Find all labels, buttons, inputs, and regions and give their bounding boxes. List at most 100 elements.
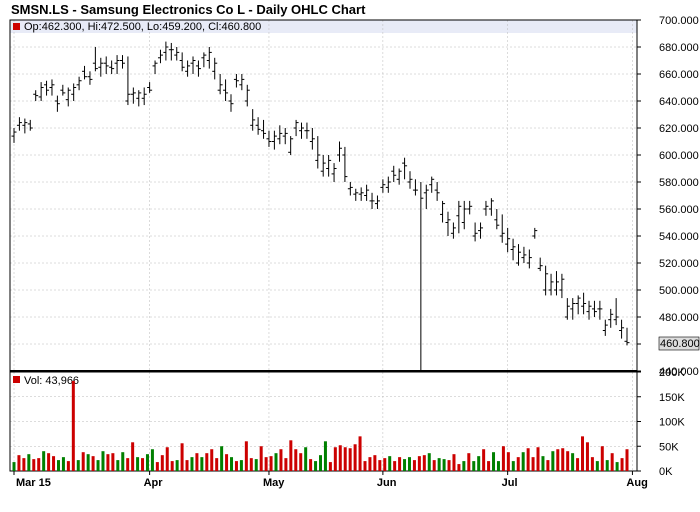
- price-y-tick-label: 580.000: [659, 177, 699, 189]
- volume-bar: [37, 458, 41, 471]
- volume-bar: [625, 449, 629, 471]
- ohlc-bar: [223, 79, 229, 101]
- ohlc-bar: [510, 238, 516, 261]
- ohlc-bar: [472, 222, 478, 242]
- ohlc-bar: [353, 188, 359, 201]
- volume-bar: [106, 454, 110, 471]
- volume-bar: [492, 452, 496, 471]
- volume-bar: [52, 456, 56, 471]
- volume-bar: [452, 454, 456, 471]
- volume-bar: [585, 442, 589, 471]
- legend-swatch: [13, 23, 20, 30]
- ohlc-bar: [304, 122, 310, 139]
- volume-bar: [393, 461, 397, 471]
- ohlc-bar: [239, 74, 245, 91]
- ohlc-bar: [309, 128, 315, 150]
- ohlc-bar: [494, 209, 500, 230]
- volume-bar: [17, 455, 21, 471]
- x-tick-label: Jun: [377, 477, 397, 489]
- ohlc-bar: [597, 300, 603, 320]
- price-bars: [11, 41, 630, 372]
- x-tick-label: Mar 15: [16, 477, 51, 489]
- ohlc-bar: [16, 117, 22, 131]
- volume-bar: [269, 456, 273, 471]
- ohlc-bar: [22, 118, 28, 134]
- ohlc-bar: [559, 273, 565, 299]
- ohlc-bar: [526, 249, 532, 269]
- ohlc-bar: [212, 57, 218, 80]
- ohlc-bar: [402, 157, 408, 180]
- ohlc-bar: [532, 227, 538, 239]
- x-tick-label: Apr: [144, 477, 164, 489]
- volume-bar: [96, 460, 100, 471]
- price-grid: [10, 20, 637, 371]
- volume-bar: [145, 454, 149, 471]
- volume-bar: [47, 453, 51, 471]
- volume-bar: [571, 453, 575, 471]
- ohlc-bar: [613, 298, 619, 326]
- volume-bar: [333, 447, 337, 471]
- volume-bar: [427, 453, 431, 471]
- volume-bar: [195, 453, 199, 471]
- ohlc-bar: [326, 155, 332, 177]
- volume-bar: [477, 456, 481, 471]
- ohlc-bar: [44, 80, 50, 96]
- ohlc-bar: [103, 56, 109, 74]
- ohlc-bar: [553, 271, 559, 296]
- volume-bar: [294, 449, 298, 471]
- price-y-tick-label: 540.000: [659, 231, 699, 243]
- ohlc-bar: [412, 179, 418, 196]
- volume-bar: [348, 448, 352, 471]
- volume-legend-swatch: [13, 376, 20, 383]
- volume-y-tick-label: 50K: [659, 441, 679, 453]
- volume-bar: [12, 462, 16, 471]
- volume-bar: [254, 459, 258, 471]
- ohlc-bar: [385, 176, 391, 193]
- ohlc-bar: [418, 182, 424, 372]
- volume-bar: [76, 460, 80, 471]
- volume-bar: [506, 452, 510, 471]
- ohlc-bar: [537, 257, 543, 272]
- volume-bar: [457, 464, 461, 471]
- ohlc-legend: Op:462.300, Hi:472.500, Lo:459.200, Cl:4…: [24, 21, 261, 33]
- ohlc-bar: [141, 87, 147, 106]
- volume-bar: [373, 455, 377, 471]
- volume-bar: [155, 462, 159, 471]
- ohlc-bar: [564, 298, 570, 320]
- volume-bar: [615, 462, 619, 471]
- x-axis: Mar 15 Apr May Jun Jul Aug: [13, 471, 648, 489]
- volume-bar: [165, 447, 169, 471]
- ohlc-bar: [136, 90, 142, 107]
- price-y-tick-label: 620.000: [659, 123, 699, 135]
- volume-bar: [185, 460, 189, 471]
- ohlc-bar: [570, 298, 576, 320]
- volume-bar: [467, 453, 471, 471]
- chart-title: SMSN.LS - Samsung Electronics Co L - Dai…: [11, 2, 366, 17]
- volume-bar: [225, 454, 229, 471]
- volume-bar: [81, 452, 85, 471]
- volume-bar: [91, 456, 95, 471]
- ohlc-bar: [445, 211, 451, 236]
- ohlc-bar: [364, 184, 370, 201]
- ohlc-bar: [575, 295, 581, 315]
- volume-bar: [314, 461, 318, 471]
- ohlc-bar: [521, 246, 527, 263]
- ohlc-bar: [33, 90, 39, 101]
- volume-bars: [12, 380, 629, 471]
- volume-bar: [264, 457, 268, 471]
- ohlc-bar: [163, 41, 169, 61]
- volume-bar: [116, 460, 120, 471]
- ohlc-bar: [217, 74, 223, 95]
- volume-bar: [353, 444, 357, 471]
- volume-bar: [590, 457, 594, 471]
- last-price-box: [658, 336, 700, 351]
- x-tick-label: Aug: [626, 477, 647, 489]
- price-y-tick-label: 440.000: [659, 366, 699, 378]
- ohlc-bar: [49, 79, 55, 96]
- price-y-tick-label: 660.000: [659, 69, 699, 81]
- volume-bar: [521, 452, 525, 471]
- ohlc-bar: [233, 74, 239, 88]
- volume-bar: [388, 456, 392, 471]
- volume-bar: [546, 460, 550, 471]
- volume-bar: [417, 456, 421, 471]
